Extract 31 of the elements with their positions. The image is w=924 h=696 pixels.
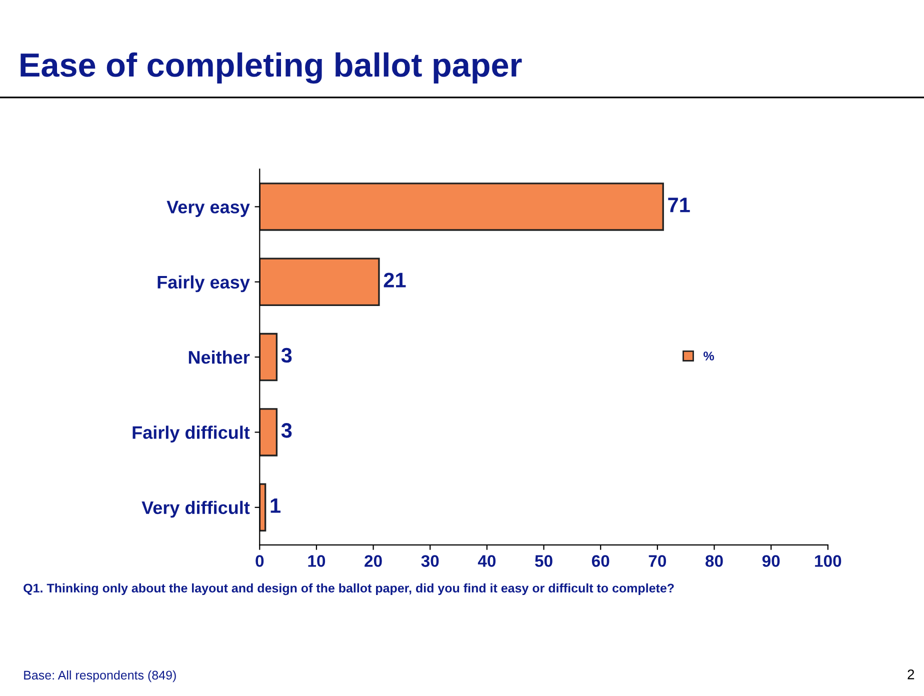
- x-tick-label: 100: [815, 555, 842, 567]
- y-tick-label: Fairly difficult: [132, 426, 250, 443]
- data-label: 71: [668, 198, 690, 212]
- x-tick-label: 60: [592, 555, 610, 567]
- x-tick-label: 0: [256, 555, 264, 567]
- x-tick-label: 80: [706, 555, 723, 567]
- bar: [260, 408, 278, 456]
- x-tick-label: 20: [364, 555, 382, 567]
- y-tick-label: Fairly easy: [158, 275, 250, 292]
- x-tick-label: 30: [421, 555, 439, 567]
- x-tick-label: 10: [308, 555, 326, 567]
- bar: [260, 258, 380, 306]
- x-tick-label: 70: [648, 555, 666, 567]
- y-tick-label: Neither: [188, 350, 250, 364]
- text: Q1. Thinking only about the layout and design of the ballot paper, did you find it easy or difficult to complete?: [24, 583, 674, 596]
- chart-title: Ease of completing ballot paper: [20, 52, 522, 84]
- text: 2: [908, 670, 914, 680]
- bar: [260, 483, 266, 532]
- data-label: 3: [281, 348, 292, 363]
- y-tick-label: Very difficult: [142, 500, 250, 518]
- y-tick-label: Very easy: [166, 200, 250, 217]
- bar: [260, 182, 664, 231]
- x-tick-label: 90: [762, 555, 780, 567]
- x-tick-label: 40: [478, 555, 496, 567]
- data-label: 21: [384, 272, 406, 288]
- legend-label: %: [704, 352, 714, 360]
- data-label: 1: [270, 498, 280, 513]
- bar: [260, 332, 278, 382]
- x-tick-label: 50: [535, 555, 552, 567]
- text: Base: All respondents (849): [24, 670, 176, 682]
- data-label: 3: [281, 423, 292, 438]
